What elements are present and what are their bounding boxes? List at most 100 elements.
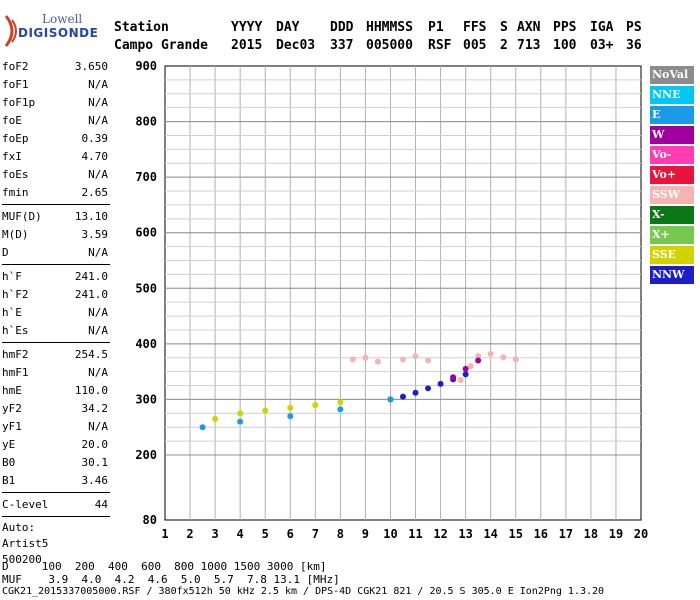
param-row: foEs N/A (2, 166, 110, 184)
logo-line1: Lowell (42, 12, 83, 26)
param-value: 3.59 (81, 228, 109, 241)
data-point (475, 357, 482, 364)
param-name: fxI (2, 150, 22, 163)
data-point (287, 413, 294, 420)
param-value: N/A (88, 96, 108, 109)
file-info-footer: CGK21_2015337005000.RSF / 380fx512h 50 k… (2, 586, 605, 597)
data-point (500, 354, 507, 361)
data-point (462, 371, 469, 378)
param-row-clevel: C-level 44 (2, 496, 110, 514)
data-point (337, 399, 344, 406)
header-value-hhmmss: 005000 (366, 38, 413, 53)
data-point (412, 389, 419, 396)
data-point (312, 401, 319, 408)
legend-item: X+ (650, 226, 694, 244)
data-point (199, 424, 206, 431)
param-row: hmF2 254.5 (2, 346, 110, 364)
param-value: N/A (88, 324, 108, 337)
data-point (467, 363, 474, 370)
x-tick-label: 11 (408, 527, 422, 541)
y-tick-label: 200 (135, 448, 157, 462)
param-value: N/A (88, 420, 108, 433)
param-row: fmin 2.65 (2, 184, 110, 202)
legend-item: SSW (650, 186, 694, 204)
y-tick-label: 800 (135, 115, 157, 129)
header-label-ps: PS (626, 20, 642, 35)
x-tick-label: 2 (186, 527, 193, 541)
legend-item: NoVal (650, 66, 694, 84)
y-tick-label: 300 (135, 392, 157, 406)
data-point (475, 353, 482, 360)
param-row: foF1p N/A (2, 94, 110, 112)
param-row: foEp 0.39 (2, 130, 110, 148)
param-name: MUF(D) (2, 210, 42, 223)
param-value: 0.39 (81, 132, 109, 145)
x-tick-label: 4 (237, 527, 244, 541)
param-name: foF2 (2, 60, 29, 73)
param-value: 3.46 (81, 474, 109, 487)
param-row: h`E N/A (2, 304, 110, 322)
param-row: yE 20.0 (2, 436, 110, 454)
header-value-ddd: 337 (330, 38, 354, 53)
param-value: N/A (88, 78, 108, 91)
x-tick-label: 20 (634, 527, 648, 541)
data-point (237, 418, 244, 425)
y-tick-label: 600 (135, 226, 157, 240)
param-name: yF2 (2, 402, 22, 415)
param-name: B1 (2, 474, 16, 487)
data-point (425, 357, 432, 364)
header-value-p1: RSF (428, 38, 452, 53)
legend: NoVal NNE E W Vo- Vo+ SSW X- X+ SSE NNW (650, 66, 694, 286)
param-row: yF1 N/A (2, 418, 110, 436)
header-value-day: Dec03 (276, 38, 316, 53)
legend-item: X- (650, 206, 694, 224)
x-tick-label: 8 (337, 527, 344, 541)
param-name: hmF1 (2, 366, 29, 379)
data-point (400, 393, 406, 400)
x-tick-label: 3 (211, 527, 218, 541)
param-name: foEs (2, 168, 29, 181)
legend-item: NNW (650, 266, 694, 284)
header-value-station: Campo Grande (114, 38, 208, 53)
data-point (212, 415, 219, 422)
legend-item: Vo+ (650, 166, 694, 184)
header-value-ffs: 005 (463, 38, 487, 53)
digisonde-logo: Lowell DIGISONDE (4, 4, 99, 48)
param-row: h`Es N/A (2, 322, 110, 340)
header-value-iga: 03+ (590, 38, 614, 53)
param-name: M(D) (2, 228, 29, 241)
param-row: foE N/A (2, 112, 110, 130)
param-name: foF1 (2, 78, 29, 91)
header-value-pps: 100 (553, 38, 577, 53)
logo-mark-icon (4, 15, 17, 47)
param-row: fxI 4.70 (2, 148, 110, 166)
param-name: foEp (2, 132, 29, 145)
x-tick-label: 7 (312, 527, 319, 541)
x-tick-label: 10 (383, 527, 397, 541)
param-row: h`F2 241.0 (2, 286, 110, 304)
data-point (462, 365, 469, 372)
param-row: M(D) 3.59 (2, 226, 110, 244)
data-point (400, 356, 406, 363)
x-tick-label: 17 (559, 527, 573, 541)
param-value: 241.0 (74, 288, 108, 301)
param-row: h`F 241.0 (2, 268, 110, 286)
param-row: hmF1 N/A (2, 364, 110, 382)
param-value: N/A (88, 306, 108, 319)
data-point (237, 410, 244, 417)
param-value: 2.65 (81, 186, 109, 199)
data-point (512, 356, 519, 363)
param-name: h`F (2, 270, 22, 283)
param-row: B0 30.1 (2, 454, 110, 472)
ionogram-plot: 1 2 3 4 5 6 7 8 9 10 11 12 13 14 15 16 17 18 19 20802003004… (135, 59, 648, 541)
x-tick-label: 9 (362, 527, 369, 541)
header-label-axn: AXN (517, 20, 541, 35)
data-point (349, 356, 356, 363)
x-tick-label: 1 (161, 527, 168, 541)
parameter-panel: foF2 3.650 foF1 N/A foF1p N/A foE N/A foEp 0.39 fx… (2, 58, 110, 568)
plot-frame (164, 65, 642, 521)
data-point (457, 376, 464, 383)
logo-line2: DIGISONDE (18, 26, 99, 40)
param-name: D (2, 246, 9, 259)
param-row: D N/A (2, 244, 110, 262)
